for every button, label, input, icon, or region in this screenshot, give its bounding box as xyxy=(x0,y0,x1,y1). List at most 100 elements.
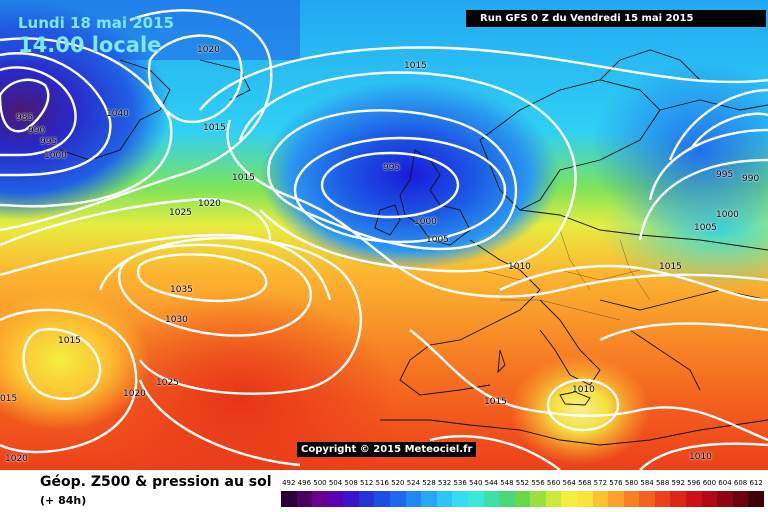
isobar-label: 1005 xyxy=(426,235,449,245)
isobar-label: 1015 xyxy=(659,262,682,272)
scale-swatch xyxy=(374,491,391,507)
isobar-1015-africa xyxy=(429,435,561,470)
isobar-995 xyxy=(320,151,460,219)
color-scale-labels: 492 496 500 504 508 512 516 520 524 528 532 536 540 5… xyxy=(281,479,764,487)
isobar-label: 995 xyxy=(40,137,58,147)
scale-label: 588 xyxy=(655,479,670,487)
scale-swatch xyxy=(327,491,344,507)
isobar-label: 995 xyxy=(716,170,734,180)
scale-label: 552 xyxy=(515,479,530,487)
scale-label: 604 xyxy=(718,479,732,487)
scale-swatch xyxy=(281,491,297,507)
isobar-1020-south xyxy=(138,379,301,467)
scale-swatch xyxy=(592,491,609,507)
isobar-label: 990 xyxy=(742,174,760,184)
scale-swatch xyxy=(717,491,733,507)
scale-label: 524 xyxy=(406,479,421,487)
low-pressure-area xyxy=(260,80,560,270)
scale-label: 568 xyxy=(578,479,592,487)
scale-swatch xyxy=(421,491,437,507)
scale-label: 612 xyxy=(749,479,763,487)
isobars xyxy=(0,9,768,470)
scale-swatch xyxy=(732,491,749,507)
isobar-1000-east xyxy=(648,128,768,201)
scale-swatch xyxy=(343,491,359,507)
isobar-1005 xyxy=(267,109,518,251)
scale-swatch xyxy=(686,491,702,507)
isobar-985 xyxy=(0,78,50,133)
scale-label: 608 xyxy=(733,479,748,487)
isobar-label: 1010 xyxy=(689,452,712,462)
scale-label: 492 xyxy=(282,479,296,487)
isobar-label: 1020 xyxy=(198,199,221,209)
isobar-label: 985 xyxy=(16,113,34,123)
scale-label: 504 xyxy=(328,479,343,487)
forecast-date: Lundi 18 mai 2015 xyxy=(18,14,174,32)
isobar-label: 1000 xyxy=(44,151,67,161)
map-graphic xyxy=(0,0,768,470)
copyright-notice: Copyright © 2015 Meteociel.fr xyxy=(297,442,477,457)
isobar-1005-nw xyxy=(0,37,173,208)
scale-swatch xyxy=(670,491,687,507)
scale-label: 508 xyxy=(344,479,358,487)
isobar-1015-east xyxy=(499,264,768,302)
scale-label: 548 xyxy=(500,479,514,487)
isobar-label: 1035 xyxy=(170,285,193,295)
scale-swatch xyxy=(467,491,484,507)
scale-swatch xyxy=(608,491,624,507)
isobar-label: 1000 xyxy=(716,210,739,220)
scale-swatch xyxy=(623,491,640,507)
isobar-label: 995 xyxy=(383,163,401,173)
isobar-1000-nw xyxy=(0,52,112,177)
isobar-label: 1025 xyxy=(169,208,192,218)
scale-label: 600 xyxy=(702,479,717,487)
scale-label: 540 xyxy=(469,479,483,487)
scale-swatch xyxy=(452,491,468,507)
isobar-1020-west xyxy=(0,198,272,247)
scale-label: 544 xyxy=(484,479,498,487)
scale-swatch xyxy=(576,491,593,507)
isobar-label: 1025 xyxy=(156,378,179,388)
isobar-label: 1020 xyxy=(5,454,28,464)
scale-label: 532 xyxy=(437,479,452,487)
isobar-label: 1000 xyxy=(414,217,437,227)
scale-label: 528 xyxy=(422,479,436,487)
low-pressure-area-northwest xyxy=(0,0,170,220)
isobar-label: 1030 xyxy=(165,315,188,325)
scale-swatch xyxy=(296,491,313,507)
scale-swatch xyxy=(390,491,406,507)
isobar-label: 1015 xyxy=(203,123,226,133)
scale-label: 520 xyxy=(391,479,405,487)
scale-label: 576 xyxy=(609,479,623,487)
isobar-1030 xyxy=(117,243,312,337)
isobar-1015-greenland xyxy=(0,9,273,232)
scale-label: 572 xyxy=(593,479,608,487)
isobar-1020-azores xyxy=(0,308,138,454)
forecast-time: 14.00 locale xyxy=(18,33,162,57)
isobar-1015-azores xyxy=(22,328,102,400)
isobar-1010-sicily xyxy=(546,378,620,432)
isobar-1025-south xyxy=(98,236,363,395)
isobar-990 xyxy=(0,66,77,157)
scale-swatch xyxy=(499,491,515,507)
scale-swatch xyxy=(701,491,718,507)
isobar-1015-north xyxy=(199,46,768,111)
isobar-1010 xyxy=(238,71,577,273)
isobar-label: 015 xyxy=(0,394,18,404)
scale-label: 536 xyxy=(453,479,467,487)
scale-swatch xyxy=(654,491,671,507)
isobar-label: 1015 xyxy=(404,61,427,71)
scale-label: 556 xyxy=(531,479,545,487)
isobar-1020-greenland xyxy=(147,34,243,124)
scale-label: 500 xyxy=(313,479,327,487)
scale-swatch xyxy=(530,491,546,507)
isobar-1010-se xyxy=(639,442,768,470)
isobar-label: 1005 xyxy=(694,223,717,233)
isobar-label: 1010 xyxy=(508,262,531,272)
isobar-1005-east xyxy=(638,158,768,241)
product-title: Géop. Z500 & pression au sol xyxy=(40,474,272,490)
scale-label: 560 xyxy=(546,479,561,487)
isobar-990-east xyxy=(668,88,768,161)
isobar-label: 1020 xyxy=(123,389,146,399)
scale-label: 592 xyxy=(671,479,685,487)
